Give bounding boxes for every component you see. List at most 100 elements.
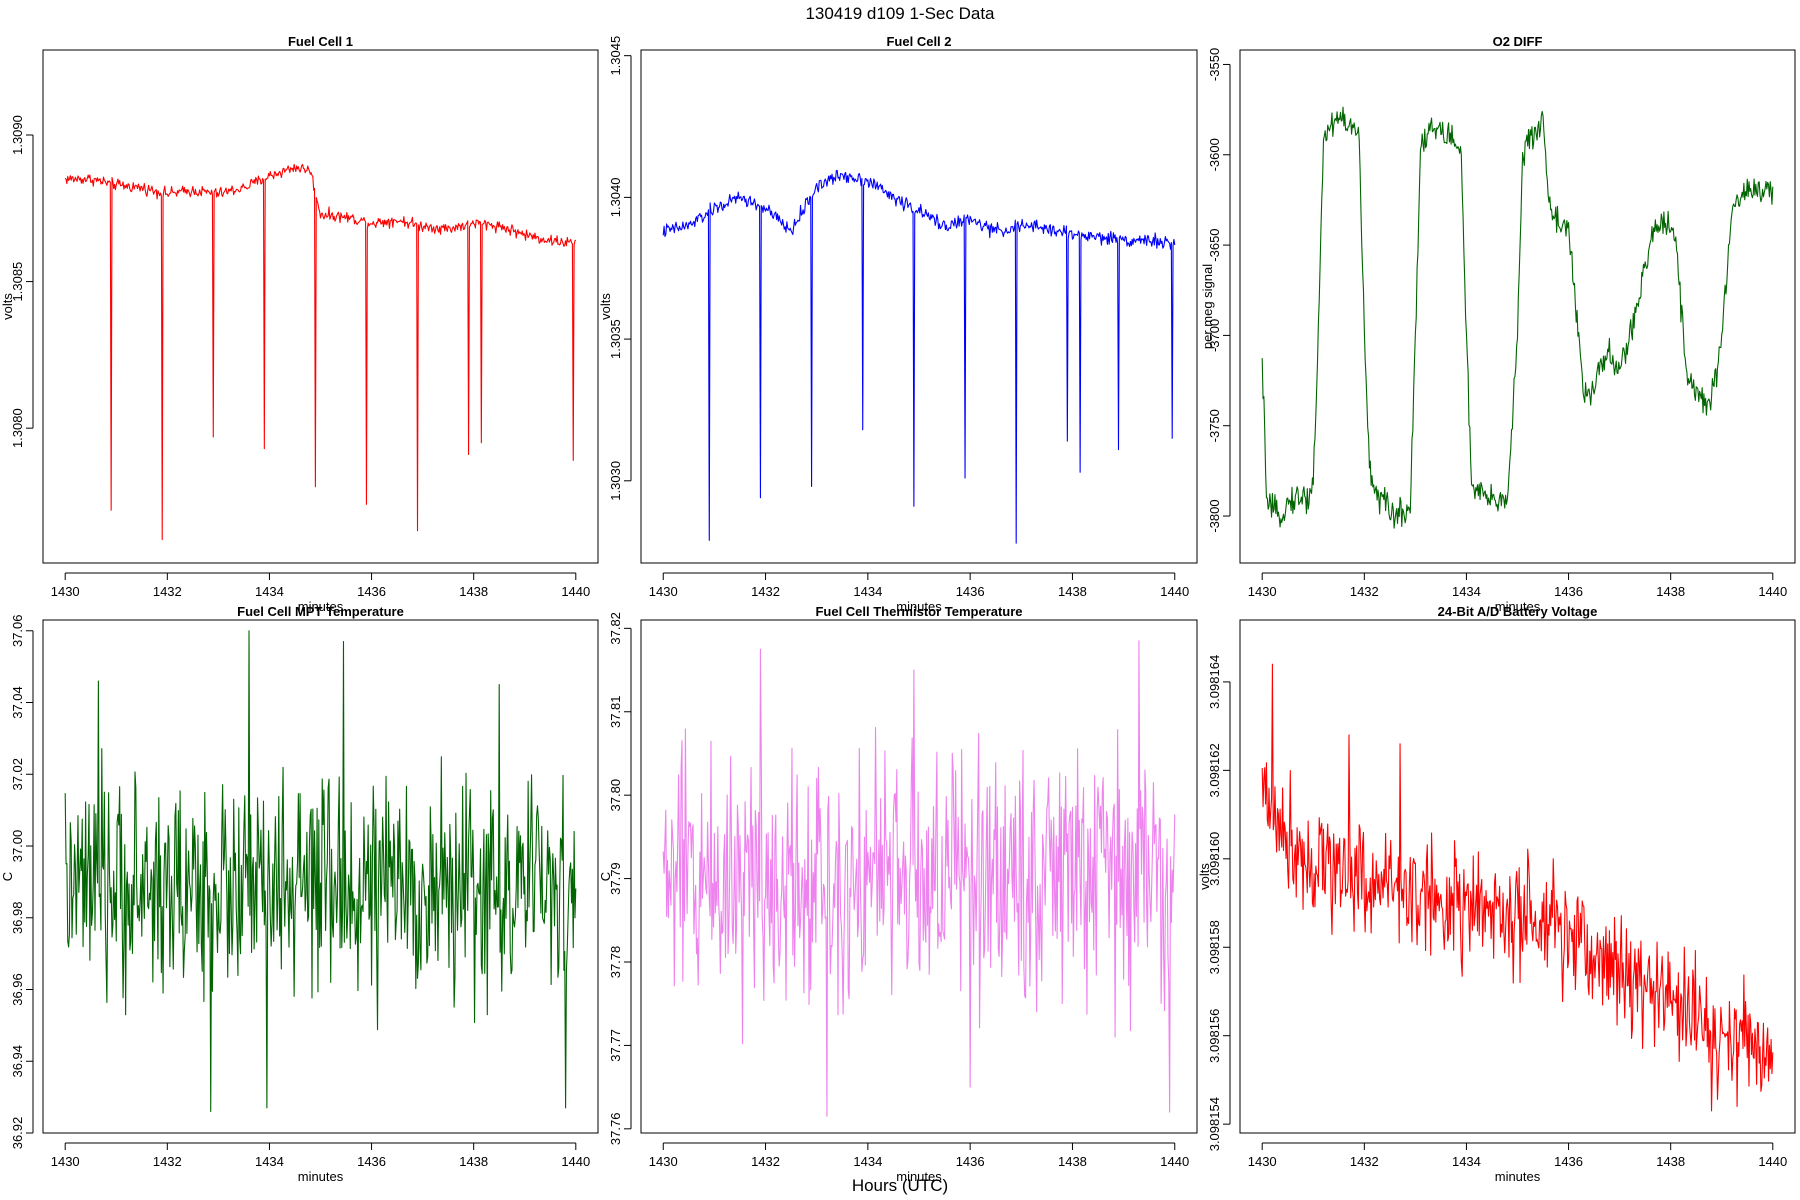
x-axis-label: minutes — [298, 1169, 344, 1184]
x-axis-label: minutes — [1495, 1169, 1541, 1184]
x-tick-label: 1430 — [51, 1154, 80, 1169]
x-tick-label: 1432 — [1350, 584, 1379, 599]
y-tick-label: 37.06 — [10, 614, 25, 647]
y-tick-label: 37.77 — [608, 1029, 623, 1062]
x-tick-label: 1430 — [1248, 1154, 1277, 1169]
x-tick-label: 1440 — [561, 584, 590, 599]
chart-panel: Fuel Cell Thermistor Temperature 1430 1432… — [598, 604, 1198, 1184]
y-tick-label: 37.80 — [608, 779, 623, 812]
x-tick-label: 1436 — [956, 1154, 985, 1169]
x-tick-label: 1434 — [255, 1154, 284, 1169]
x-tick-label: 1434 — [1452, 1154, 1481, 1169]
figure-xlabel: Hours (UTC) — [852, 1176, 948, 1195]
x-tick-label: 1434 — [255, 584, 284, 599]
x-tick-label: 1432 — [153, 584, 182, 599]
y-tick-label: -3600 — [1207, 138, 1222, 171]
y-tick-label: 37.02 — [10, 758, 25, 791]
chart-panel: 24-Bit A/D Battery Voltage 1430 1432 1434 14… — [1197, 604, 1796, 1184]
panels: Fuel Cell 1 1430 1432 1434 1436 1438 1440 minut… — [0, 34, 1796, 1184]
x-tick-label: 1440 — [1758, 584, 1787, 599]
x-axis-label: minutes — [896, 599, 942, 614]
x-axis-label: minutes — [896, 1169, 942, 1184]
x-tick-label: 1432 — [751, 584, 780, 599]
x-tick-label: 1434 — [1452, 584, 1481, 599]
chart-title: Fuel Cell MPT Temperature — [237, 604, 404, 619]
x-axis-label: minutes — [298, 599, 344, 614]
y-axis-label: volts — [0, 293, 15, 320]
y-tick-label: 3.098160 — [1207, 832, 1222, 886]
y-axis-label: C — [598, 872, 613, 881]
x-tick-label: 1440 — [1160, 1154, 1189, 1169]
x-tick-label: 1432 — [751, 1154, 780, 1169]
y-tick-label: 36.98 — [10, 901, 25, 934]
chart-panel: Fuel Cell 1 1430 1432 1434 1436 1438 1440 minut… — [0, 34, 599, 614]
y-tick-label: 1.3045 — [608, 36, 623, 76]
y-tick-label: 37.04 — [10, 686, 25, 719]
chart-title: 24-Bit A/D Battery Voltage — [1438, 604, 1598, 619]
chart-title: O2 DIFF — [1493, 34, 1543, 49]
x-tick-label: 1440 — [1160, 584, 1189, 599]
x-tick-label: 1434 — [853, 584, 882, 599]
y-tick-label: 37.82 — [608, 612, 623, 645]
y-tick-label: 3.098164 — [1207, 655, 1222, 709]
chart-title: Fuel Cell 2 — [886, 34, 951, 49]
x-tick-label: 1436 — [357, 1154, 386, 1169]
series-line — [1261, 663, 1774, 1112]
series-line — [1261, 106, 1774, 529]
x-tick-label: 1436 — [357, 584, 386, 599]
y-tick-label: 3.098162 — [1207, 743, 1222, 797]
x-tick-label: 1430 — [649, 1154, 678, 1169]
chart-title: Fuel Cell 1 — [288, 34, 353, 49]
y-tick-label: -3700 — [1207, 319, 1222, 352]
x-tick-label: 1438 — [1058, 1154, 1087, 1169]
x-axis-label: minutes — [1495, 599, 1541, 614]
plot-frame — [42, 619, 599, 1134]
x-tick-label: 1438 — [1058, 584, 1087, 599]
x-tick-label: 1432 — [153, 1154, 182, 1169]
y-tick-label: 1.3090 — [10, 115, 25, 155]
y-tick-label: 37.79 — [608, 862, 623, 895]
y-tick-label: 1.3040 — [608, 177, 623, 217]
y-axis-label: volts — [1197, 863, 1212, 890]
x-tick-label: 1438 — [459, 584, 488, 599]
x-tick-label: 1436 — [956, 584, 985, 599]
x-tick-label: 1440 — [561, 1154, 590, 1169]
y-tick-label: 1.3030 — [608, 461, 623, 501]
x-tick-label: 1436 — [1554, 584, 1583, 599]
series-line — [64, 163, 577, 541]
x-tick-label: 1434 — [853, 1154, 882, 1169]
y-axis-label: C — [0, 872, 15, 881]
y-tick-label: 37.78 — [608, 946, 623, 979]
y-tick-label: 37.76 — [608, 1113, 623, 1146]
x-tick-label: 1430 — [1248, 584, 1277, 599]
y-tick-label: 36.96 — [10, 973, 25, 1006]
y-tick-label: 3.098156 — [1207, 1009, 1222, 1063]
series-line — [64, 630, 577, 1113]
y-tick-label: 3.098158 — [1207, 920, 1222, 974]
x-tick-label: 1436 — [1554, 1154, 1583, 1169]
y-tick-label: 37.81 — [608, 695, 623, 728]
x-tick-label: 1438 — [459, 1154, 488, 1169]
plot-frame — [1239, 619, 1796, 1134]
y-tick-label: 37.00 — [10, 830, 25, 863]
chart-title: Fuel Cell Thermistor Temperature — [815, 604, 1022, 619]
chart-panel: Fuel Cell 2 1430 1432 1434 1436 1438 1440 minut… — [598, 34, 1198, 614]
figure-title: 130419 d109 1-Sec Data — [805, 4, 995, 23]
y-tick-label: 1.3035 — [608, 319, 623, 359]
x-tick-label: 1430 — [51, 584, 80, 599]
x-tick-label: 1438 — [1656, 584, 1685, 599]
chart-panel: O2 DIFF 1430 1432 1434 1436 1438 1440 minutes -3… — [1200, 34, 1796, 614]
y-tick-label: -3650 — [1207, 228, 1222, 261]
y-tick-label: 1.3085 — [10, 262, 25, 302]
plot-frame — [42, 49, 599, 564]
y-axis-label: volts — [598, 293, 613, 320]
series-line — [662, 640, 1176, 1117]
plot-frame — [640, 619, 1198, 1134]
y-tick-label: -3550 — [1207, 48, 1222, 81]
x-tick-label: 1438 — [1656, 1154, 1685, 1169]
y-tick-label: -3800 — [1207, 499, 1222, 532]
y-tick-label: 36.94 — [10, 1045, 25, 1078]
y-tick-label: 3.098154 — [1207, 1097, 1222, 1151]
y-tick-label: -3750 — [1207, 409, 1222, 442]
